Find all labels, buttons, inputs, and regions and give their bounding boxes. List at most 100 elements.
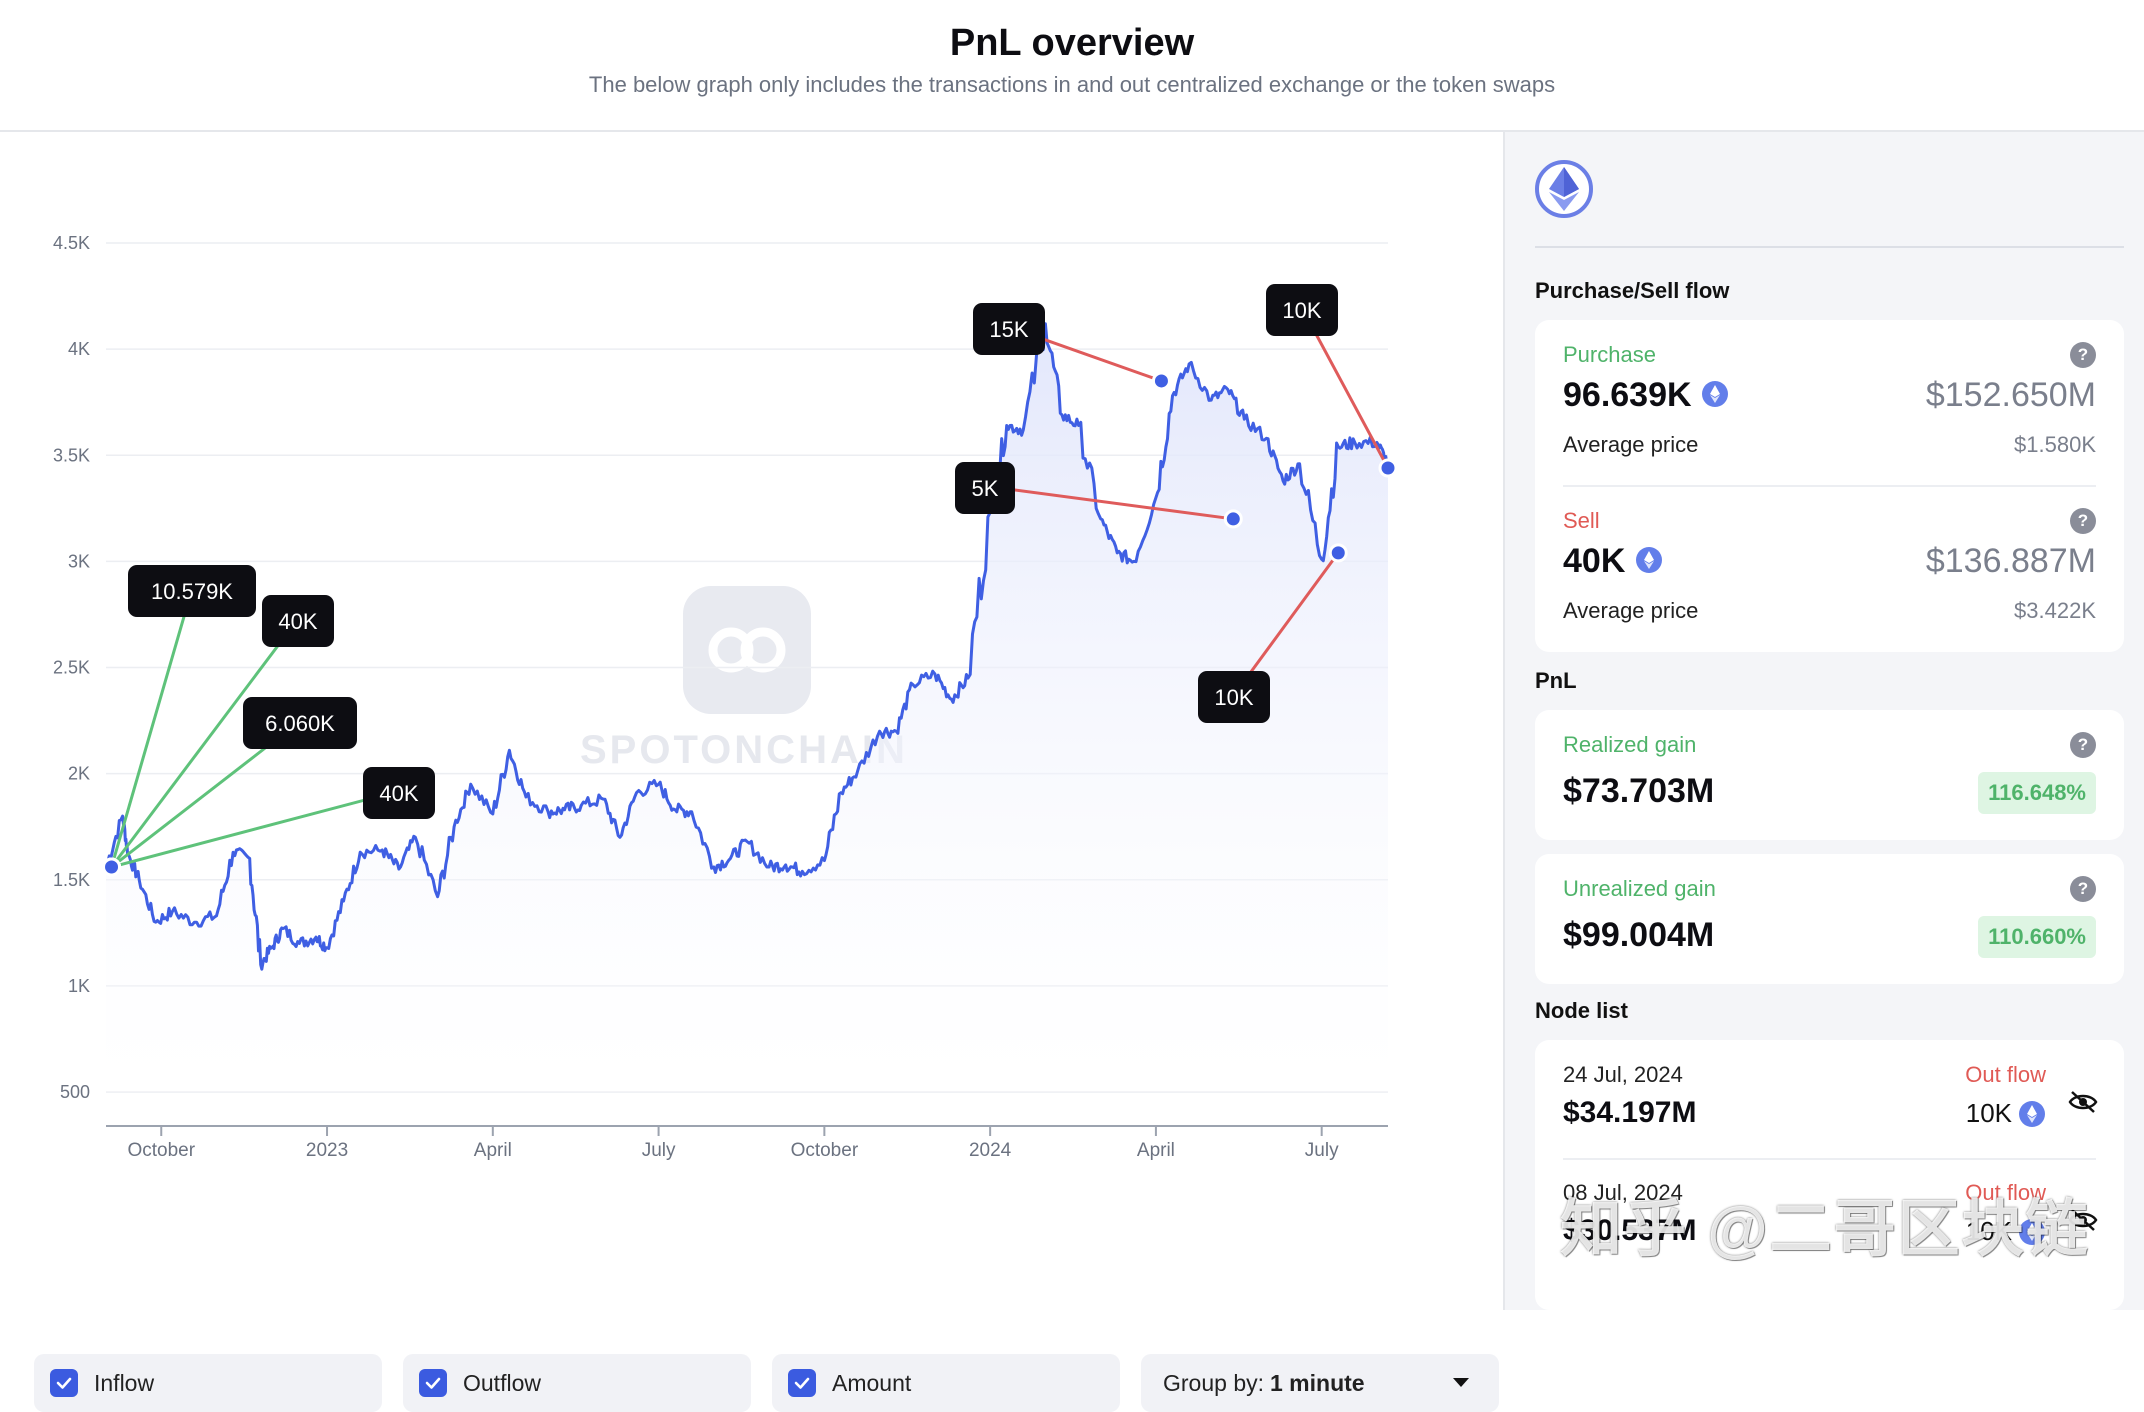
page-subtitle: The below graph only includes the transa… bbox=[588, 72, 1556, 97]
purchase-sell-card: Purchase ? 96.639K $152.650M Average pri… bbox=[1535, 320, 2124, 652]
group-by-select[interactable]: Group by: 1 minute bbox=[1141, 1354, 1499, 1412]
page-header: PnL overview The below graph only includ… bbox=[0, 0, 2144, 132]
y-tick-label: 2K bbox=[68, 764, 90, 784]
flow-marker-dot[interactable] bbox=[1223, 509, 1243, 529]
price-line-chart: 4.5K 4K 3.5K 3K 2.5K 2K 1.5K 1K 500 October 2023 A… bbox=[53, 233, 1398, 1161]
flow-amount-tooltip[interactable]: 5K bbox=[955, 462, 1015, 514]
y-tick-label: 4.5K bbox=[53, 233, 90, 253]
node-divider bbox=[1563, 1158, 2096, 1160]
price-area-fill bbox=[106, 323, 1388, 1092]
node-amount: 10K bbox=[1966, 1216, 2046, 1247]
help-icon[interactable]: ? bbox=[2070, 876, 2096, 902]
checkbox-checked-icon[interactable] bbox=[788, 1369, 816, 1397]
hide-eye-icon[interactable] bbox=[2068, 1208, 2098, 1237]
flow-amount-tooltip[interactable]: 10.579K bbox=[128, 565, 256, 617]
svg-text:40K: 40K bbox=[379, 781, 418, 806]
y-tick-label: 1.5K bbox=[53, 870, 90, 890]
realized-gain-pct: 116.648% bbox=[1978, 772, 2096, 814]
unrealized-gain-card: Unrealized gain ? $99.004M 110.660% bbox=[1535, 854, 2124, 984]
inflow-connector bbox=[111, 789, 400, 869]
y-tick-label: 1K bbox=[68, 976, 90, 996]
node-date: 08 Jul, 2024 bbox=[1563, 1180, 1683, 1205]
node-flow-type: Out flow bbox=[1965, 1180, 2046, 1205]
ethereum-icon[interactable] bbox=[1535, 160, 1593, 218]
svg-text:10K: 10K bbox=[1282, 298, 1321, 323]
x-tick-label: 2024 bbox=[969, 1140, 1012, 1161]
inflow-label: Inflow bbox=[94, 1369, 155, 1396]
node-amount: 10K bbox=[1966, 1098, 2046, 1129]
flow-marker-dot[interactable] bbox=[102, 857, 122, 877]
flow-amount-tooltip[interactable]: 40K bbox=[262, 595, 334, 647]
outflow-connector bbox=[984, 484, 1234, 521]
realized-gain-value: $73.703M bbox=[1563, 772, 1715, 810]
amount-label: Amount bbox=[832, 1369, 912, 1396]
ethereum-icon bbox=[2019, 1100, 2045, 1127]
node-list: 24 Jul, 2024 Out flow $34.197M 10K 08 Ju… bbox=[1535, 1040, 2124, 1310]
price-line bbox=[104, 322, 1389, 971]
node-usd: $34.197M bbox=[1563, 1096, 1697, 1129]
page-title: PnL overview bbox=[949, 22, 1195, 64]
svg-text:5K: 5K bbox=[972, 476, 999, 501]
realized-gain-label: Realized gain bbox=[1563, 732, 1697, 757]
flow-amount-tooltip[interactable]: 10K bbox=[1198, 671, 1270, 723]
group-by-label: Group by: bbox=[1163, 1369, 1264, 1396]
flow-amount-tooltip[interactable]: 15K bbox=[973, 303, 1045, 355]
svg-text:6.060K: 6.060K bbox=[265, 711, 335, 736]
x-tick-label: 2023 bbox=[306, 1140, 348, 1161]
flow-amount-tooltip[interactable]: 6.060K bbox=[243, 697, 357, 749]
sidebar: Purchase/Sell flow Purchase ? 96.639K $1… bbox=[1505, 132, 2144, 1310]
flow-marker-dot[interactable] bbox=[1151, 371, 1171, 391]
unrealized-gain-label: Unrealized gain bbox=[1563, 876, 1716, 901]
checkbox-checked-icon[interactable] bbox=[419, 1369, 447, 1397]
node-usd: $30.537M bbox=[1563, 1214, 1697, 1247]
svg-text:10K: 10K bbox=[1214, 685, 1253, 710]
pnl-chart-panel: SPOTONCHAIN 4.5K 4K 3.5K 3K 2.5K 2K 1.5K 1K 500 … bbox=[0, 132, 1503, 1412]
realized-gain-card: Realized gain ? $73.703M 116.648% bbox=[1535, 710, 2124, 840]
node-list-title: Node list bbox=[1535, 998, 1628, 1023]
x-tick-label: October bbox=[791, 1140, 859, 1161]
help-icon[interactable]: ? bbox=[2070, 342, 2096, 368]
spotonchain-watermark: SPOTONCHAIN bbox=[580, 728, 908, 772]
purchase-avg-value: $1.580K bbox=[2014, 432, 2096, 457]
sell-avg-value: $3.422K bbox=[2014, 598, 2096, 623]
sell-avg-label: Average price bbox=[1563, 598, 1699, 623]
x-tick-label: April bbox=[1137, 1140, 1175, 1161]
help-icon[interactable]: ? bbox=[2070, 732, 2096, 758]
inflow-connector bbox=[110, 618, 300, 868]
sell-amount: 40K bbox=[1563, 542, 1663, 583]
purchase-label: Purchase bbox=[1563, 342, 1656, 367]
card-divider bbox=[1563, 485, 2096, 487]
purchase-usd: $152.650M bbox=[1925, 376, 2096, 414]
y-tick-label: 3K bbox=[68, 551, 90, 571]
sell-label: Sell bbox=[1563, 508, 1600, 533]
inflow-toggle[interactable]: Inflow bbox=[34, 1354, 382, 1412]
ethereum-icon bbox=[1635, 544, 1663, 583]
hide-eye-icon[interactable] bbox=[2068, 1090, 2098, 1119]
unrealized-gain-value: $99.004M bbox=[1563, 916, 1715, 954]
sidebar-divider bbox=[1535, 246, 2124, 248]
svg-text:10.579K: 10.579K bbox=[151, 579, 233, 604]
unrealized-gain-pct: 110.660% bbox=[1978, 916, 2096, 958]
x-tick-label: July bbox=[642, 1140, 676, 1161]
y-tick-label: 3.5K bbox=[53, 445, 90, 465]
help-icon[interactable]: ? bbox=[2070, 508, 2096, 534]
pnl-section-title: PnL bbox=[1535, 668, 1577, 693]
x-tick-label: July bbox=[1305, 1140, 1339, 1161]
svg-text:15K: 15K bbox=[989, 317, 1028, 342]
y-tick-label: 500 bbox=[60, 1082, 90, 1102]
flow-section-title: Purchase/Sell flow bbox=[1535, 278, 1730, 303]
purchase-avg-label: Average price bbox=[1563, 432, 1699, 457]
amount-toggle[interactable]: Amount bbox=[772, 1354, 1120, 1412]
inflow-connector bbox=[110, 588, 194, 868]
y-tick-label: 4K bbox=[68, 339, 90, 359]
checkbox-checked-icon[interactable] bbox=[50, 1369, 78, 1397]
flow-amount-tooltip[interactable]: 10K bbox=[1266, 284, 1338, 336]
outflow-toggle[interactable]: Outflow bbox=[403, 1354, 751, 1412]
flow-marker-dot[interactable] bbox=[1328, 543, 1348, 563]
flow-amount-tooltip[interactable]: 40K bbox=[363, 767, 435, 819]
ethereum-icon bbox=[1701, 378, 1729, 417]
caret-down-icon bbox=[1453, 1378, 1469, 1387]
node-flow-type: Out flow bbox=[1965, 1062, 2046, 1087]
flow-marker-dot[interactable] bbox=[1378, 458, 1398, 478]
panel-divider bbox=[1503, 132, 1505, 1310]
